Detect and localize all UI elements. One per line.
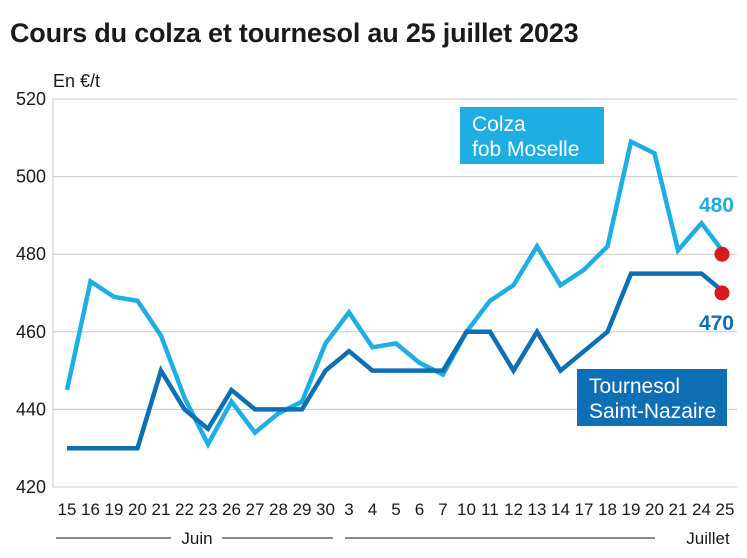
x-tick-label: 22 (175, 500, 194, 519)
x-tick-label: 21 (152, 500, 171, 519)
x-tick-label: 10 (457, 500, 476, 519)
end-markers (714, 246, 730, 301)
label-box-background (460, 107, 604, 164)
x-tick-label: 19 (105, 500, 124, 519)
x-tick-label: 23 (199, 500, 218, 519)
x-tick-label: 21 (669, 500, 688, 519)
gridlines (52, 98, 737, 488)
y-axis-ticks: 420 440 460 480 500 520 (16, 89, 46, 497)
y-tick-label: 480 (16, 244, 46, 264)
x-tick-label: 15 (58, 500, 77, 519)
x-tick-label: 19 (622, 500, 641, 519)
y-tick-label: 440 (16, 399, 46, 419)
y-tick-label: 500 (16, 167, 46, 187)
x-axis-ticks: 15 16 19 20 21 22 23 26 27 28 29 30 3 4 5 6 7 10 11 12 13 14 1… (58, 500, 735, 519)
label-box-background (577, 369, 727, 426)
x-tick-label: 12 (504, 500, 523, 519)
x-tick-label: 14 (551, 500, 570, 519)
end-marker-colza (714, 246, 730, 262)
x-tick-label: 30 (316, 500, 335, 519)
y-tick-label: 520 (16, 89, 46, 109)
series-name-line: Tournesol (589, 375, 680, 398)
series-line-tournesol (67, 271, 727, 451)
month-labels: Juin Juillet (56, 529, 730, 548)
x-tick-label: 6 (415, 500, 424, 519)
x-tick-label: 28 (269, 500, 288, 519)
chart-title: Cours du colza et tournesol au 25 juille… (10, 18, 579, 48)
x-tick-label: 25 (716, 500, 735, 519)
x-tick-label: 3 (344, 500, 353, 519)
x-tick-label: 20 (128, 500, 147, 519)
month-label: Juin (181, 529, 212, 548)
end-marker-tournesol (714, 285, 730, 301)
x-tick-label: 5 (391, 500, 400, 519)
x-tick-label: 29 (293, 500, 312, 519)
x-tick-label: 16 (81, 500, 100, 519)
x-tick-label: 26 (222, 500, 241, 519)
series-name-line: Colza (472, 113, 526, 136)
x-tick-label: 13 (528, 500, 547, 519)
x-tick-label: 11 (481, 500, 499, 519)
series-name-line: fob Moselle (472, 138, 579, 161)
x-tick-label: 17 (575, 500, 594, 519)
y-axis-unit: En €/t (53, 71, 100, 91)
end-value-label-tournesol: 470 (699, 312, 734, 335)
series-name-line: Saint-Nazaire (589, 400, 716, 423)
x-tick-label: 7 (438, 500, 447, 519)
end-value-label-colza: 480 (699, 194, 734, 217)
x-tick-label: 4 (368, 500, 377, 519)
x-tick-label: 24 (692, 500, 711, 519)
month-label: Juillet (686, 529, 730, 548)
series-lines (64, 138, 727, 451)
x-tick-label: 18 (598, 500, 617, 519)
series-line-colza (64, 138, 727, 450)
y-tick-label: 420 (16, 477, 46, 497)
y-tick-label: 460 (16, 322, 46, 342)
x-tick-label: 27 (246, 500, 265, 519)
x-tick-label: 20 (645, 500, 664, 519)
